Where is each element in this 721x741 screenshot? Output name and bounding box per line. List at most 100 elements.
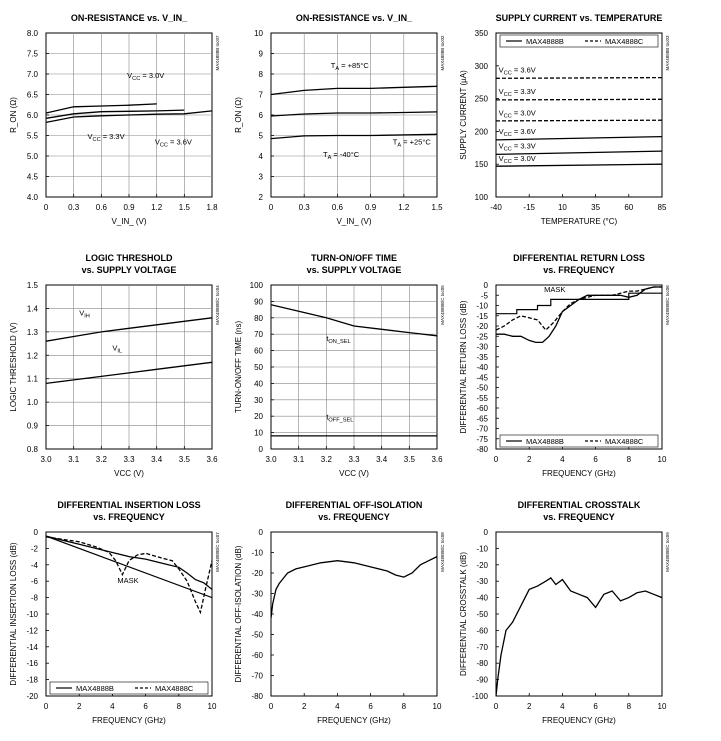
x-tick-label: 4 bbox=[335, 702, 340, 711]
y-tick-label: -80 bbox=[476, 659, 488, 668]
series-line-1 bbox=[496, 292, 662, 315]
plot-frame bbox=[495, 531, 663, 697]
legend-label: MAX4888B bbox=[76, 684, 114, 693]
y-tick-label: -10 bbox=[26, 610, 38, 619]
curve-annotation: VCC = 3.0V bbox=[499, 109, 536, 120]
x-tick-label: 0 bbox=[44, 203, 49, 212]
y-tick-label: -35 bbox=[476, 353, 488, 362]
y-tick-label: 8 bbox=[259, 70, 264, 79]
chart-legend: MAX4888B MAX4888C bbox=[499, 434, 659, 448]
series-line-1 bbox=[496, 577, 662, 696]
y-tick-label: 10 bbox=[254, 29, 263, 38]
curve-annotation: VCC = 3.3V bbox=[88, 132, 125, 143]
chart-title: ON-RESISTANCE vs. V_IN_ bbox=[296, 13, 413, 23]
x-axis-label: FREQUENCY (GHz) bbox=[317, 716, 391, 725]
x-tick-label: 0 bbox=[494, 702, 499, 711]
legend-label: MAX4888C bbox=[605, 37, 644, 46]
x-tick-label: 1.8 bbox=[206, 203, 218, 212]
y-tick-label: -70 bbox=[251, 672, 263, 681]
y-tick-label: 7.5 bbox=[27, 50, 39, 59]
y-tick-label: 1.2 bbox=[27, 351, 39, 360]
x-tick-label: 3.0 bbox=[40, 455, 52, 464]
y-tick-label: -100 bbox=[472, 692, 489, 701]
curve-annotation-sub: CC bbox=[504, 159, 512, 165]
y-tick-label: -10 bbox=[251, 549, 263, 558]
curve-annotation-sub: CC bbox=[132, 76, 140, 82]
y-tick-label: -50 bbox=[476, 610, 488, 619]
figure-code: MAX4888B/C toc07 bbox=[215, 532, 220, 572]
y-tick-label: -20 bbox=[476, 322, 488, 331]
x-tick-label: 0 bbox=[269, 702, 274, 711]
x-tick-label: 4 bbox=[560, 702, 565, 711]
y-tick-label: -20 bbox=[476, 561, 488, 570]
curve-annotation: VIL bbox=[112, 344, 122, 355]
y-tick-label: 8.0 bbox=[27, 29, 39, 38]
y-tick-label: -50 bbox=[251, 631, 263, 640]
chart-3: SUPPLY CURRENT vs. TEMPERATURE -40 -15 10 35… bbox=[459, 13, 670, 226]
x-tick-label: -40 bbox=[490, 203, 502, 212]
x-tick-label: 0.9 bbox=[365, 203, 377, 212]
x-axis-label: VCC (V) bbox=[114, 469, 144, 478]
y-tick-label: 90 bbox=[254, 297, 263, 306]
y-tick-label: 5 bbox=[259, 132, 264, 141]
y-axis-label: DIFFERENTIAL OFF-ISOLATION (dB) bbox=[234, 545, 243, 682]
series-line-5 bbox=[496, 150, 662, 156]
curve-annotation-main: V bbox=[155, 138, 160, 147]
y-axis-label: SUPPLY CURRENT (µA) bbox=[459, 70, 468, 160]
figure-code: MAX4888B toc03 bbox=[665, 35, 670, 71]
curve-annotation-main: V bbox=[499, 109, 504, 118]
y-tick-label: 5.0 bbox=[27, 152, 39, 161]
y-axis-label: DIFFERENTIAL INSERTION LOSS (dB) bbox=[9, 542, 18, 685]
y-tick-label: -8 bbox=[31, 594, 39, 603]
curve-annotation-sub: CC bbox=[93, 137, 101, 143]
series-line-6 bbox=[496, 163, 662, 167]
chart-subtitle: vs. FREQUENCY bbox=[543, 512, 615, 522]
chart-title: DIFFERENTIAL OFF-ISOLATION bbox=[286, 500, 423, 510]
y-tick-label: 3 bbox=[259, 173, 264, 182]
chart-title: LOGIC THRESHOLD bbox=[86, 253, 173, 263]
y-tick-label: 4 bbox=[259, 152, 264, 161]
x-tick-label: 6 bbox=[143, 702, 148, 711]
series-line-2 bbox=[46, 535, 212, 590]
x-tick-label: 60 bbox=[624, 203, 633, 212]
series-line-3 bbox=[46, 110, 212, 124]
y-tick-label: 0.9 bbox=[27, 422, 39, 431]
y-axis-label: DIFFERENTIAL CROSSTALK (dB) bbox=[459, 552, 468, 676]
series-line-2 bbox=[46, 109, 185, 119]
y-tick-label: 6.0 bbox=[27, 111, 39, 120]
curve-annotation-sub: CC bbox=[504, 114, 512, 120]
curve-annotation-sub: CC bbox=[160, 143, 168, 149]
chart-subtitle: vs. SUPPLY VOLTAGE bbox=[82, 265, 177, 275]
y-tick-label: 7.0 bbox=[27, 70, 39, 79]
curve-annotation-sub: OFF_SEL bbox=[328, 417, 353, 423]
legend-box bbox=[499, 434, 659, 448]
y-tick-label: 4.5 bbox=[27, 173, 39, 182]
curve-annotation-rest: = 3.6V bbox=[512, 127, 536, 136]
x-tick-label: 0.9 bbox=[123, 203, 135, 212]
series-line-4 bbox=[496, 135, 662, 141]
x-tick-label: 4 bbox=[110, 702, 115, 711]
x-tick-label: 2 bbox=[527, 702, 532, 711]
chart-1: ON-RESISTANCE vs. V_IN_ 0 0.3 0.6 0.9 1.2 1.5 1… bbox=[9, 13, 220, 226]
y-tick-label: 1.0 bbox=[27, 398, 39, 407]
figure-code: MAX4888B/C toc09 bbox=[665, 532, 670, 572]
chart-title: TURN-ON/OFF TIME bbox=[311, 253, 397, 263]
x-tick-label: 3.1 bbox=[293, 455, 305, 464]
x-tick-label: 0 bbox=[44, 702, 49, 711]
y-tick-label: -55 bbox=[476, 394, 488, 403]
y-tick-label: 0 bbox=[484, 528, 489, 537]
figure-code: MAX4888B toc07 bbox=[215, 35, 220, 71]
series-line-2 bbox=[496, 98, 662, 101]
x-tick-label: 3.4 bbox=[376, 455, 388, 464]
x-axis-label: VCC (V) bbox=[339, 469, 369, 478]
x-tick-label: 0.6 bbox=[96, 203, 108, 212]
series-line-2 bbox=[271, 111, 437, 117]
curve-annotation-main: MASK bbox=[117, 576, 138, 585]
y-tick-label: -18 bbox=[26, 676, 38, 685]
y-tick-label: 2 bbox=[259, 193, 264, 202]
y-tick-label: 150 bbox=[475, 160, 489, 169]
series-line-1 bbox=[271, 556, 437, 619]
y-axis-label: DIFFERENTIAL RETURN LOSS (dB) bbox=[459, 300, 468, 433]
x-tick-label: 3.3 bbox=[348, 455, 360, 464]
